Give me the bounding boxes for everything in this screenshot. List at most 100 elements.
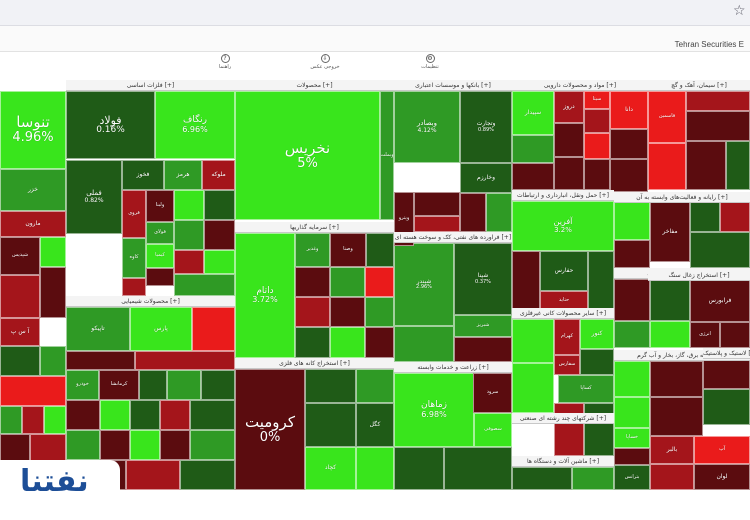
- stock-tile[interactable]: [686, 111, 750, 141]
- help-button[interactable]: ? راهنما: [205, 54, 245, 72]
- stock-tile[interactable]: [135, 351, 235, 370]
- sector-header[interactable]: سایر محصولات کانی غیرفلزی [+]: [512, 308, 614, 319]
- stock-tile[interactable]: [414, 192, 460, 216]
- stock-tile[interactable]: سفارس: [554, 355, 580, 375]
- stock-tile[interactable]: پارس: [130, 307, 192, 351]
- stock-tile[interactable]: نخریس 5%: [235, 91, 380, 220]
- stock-tile[interactable]: [330, 267, 365, 297]
- stock-tile[interactable]: [139, 370, 167, 400]
- sector-header[interactable]: بانکها و موسسات اعتباری [+]: [394, 80, 512, 91]
- stock-tile[interactable]: [650, 397, 703, 436]
- stock-tile[interactable]: فخوز: [122, 160, 164, 190]
- stock-tile[interactable]: [130, 430, 160, 460]
- stock-tile[interactable]: کرمانشا: [99, 370, 139, 400]
- stock-tile[interactable]: [40, 346, 66, 376]
- stock-tile[interactable]: [0, 406, 22, 434]
- sector-header[interactable]: لاستیک و پلاستیک [+]: [703, 348, 750, 359]
- sector-header[interactable]: سیمان، آهک و گچ [+]: [648, 80, 750, 91]
- stock-tile[interactable]: شبندر 2.96%: [394, 243, 454, 326]
- stock-tile[interactable]: [204, 250, 235, 274]
- stock-tile[interactable]: [394, 447, 444, 490]
- stock-tile[interactable]: آپ: [694, 436, 750, 464]
- stock-tile[interactable]: [512, 363, 554, 413]
- stock-tile[interactable]: [614, 240, 650, 268]
- stock-tile[interactable]: [610, 159, 648, 192]
- stock-tile[interactable]: [174, 274, 235, 296]
- star-icon[interactable]: ☆: [733, 3, 746, 19]
- stock-tile[interactable]: بالبر: [650, 436, 694, 464]
- stock-tile[interactable]: سصوفی: [474, 413, 512, 447]
- sector-header[interactable]: فلزات اساسی [+]: [66, 80, 235, 91]
- stock-tile[interactable]: سیتا: [584, 91, 610, 109]
- stock-tile[interactable]: [295, 297, 330, 327]
- sector-header[interactable]: فراورده های نفتی، کک و سوخت هسته ای [+]: [394, 232, 512, 243]
- stock-tile[interactable]: [650, 321, 690, 348]
- stock-tile[interactable]: [22, 406, 44, 434]
- stock-tile[interactable]: [554, 157, 584, 190]
- stock-tile[interactable]: فاسمین: [648, 91, 686, 143]
- stock-tile[interactable]: وغدیر: [295, 233, 330, 267]
- stock-tile[interactable]: تاپیکو: [66, 307, 130, 351]
- stock-tile[interactable]: شبریز: [454, 315, 512, 337]
- stock-tile[interactable]: [66, 400, 100, 430]
- stock-tile[interactable]: [192, 307, 235, 351]
- stock-tile[interactable]: [356, 447, 394, 490]
- stock-tile[interactable]: [66, 351, 135, 370]
- stock-tile[interactable]: [512, 319, 554, 363]
- stock-tile[interactable]: [174, 220, 204, 250]
- stock-tile[interactable]: [40, 237, 66, 267]
- stock-tile[interactable]: [160, 400, 190, 430]
- stock-tile[interactable]: [703, 359, 750, 389]
- stock-tile[interactable]: [486, 193, 512, 232]
- stock-tile[interactable]: [614, 397, 650, 428]
- stock-tile[interactable]: [614, 279, 650, 321]
- stock-tile[interactable]: [614, 321, 650, 348]
- stock-tile[interactable]: خساپا: [614, 428, 650, 448]
- stock-tile[interactable]: [295, 267, 330, 297]
- stock-tile[interactable]: شپدیس: [0, 237, 40, 275]
- stock-tile[interactable]: [554, 403, 584, 456]
- stock-tile[interactable]: وتجارت 0.89%: [460, 91, 512, 163]
- stock-tile[interactable]: [330, 297, 365, 327]
- stock-tile[interactable]: وصنا: [330, 233, 366, 267]
- sector-header[interactable]: رایانه و فعالیت‌های وابسته به آن [+]: [614, 192, 750, 203]
- export-image-button[interactable]: ⇩ خروجی عکس: [305, 54, 345, 72]
- stock-tile[interactable]: سرود: [473, 373, 512, 413]
- stock-tile[interactable]: فرابورس: [690, 280, 750, 322]
- stock-tile[interactable]: [512, 467, 572, 490]
- stock-tile[interactable]: سپیدار: [512, 91, 554, 135]
- stock-tile[interactable]: وخارزم: [460, 163, 512, 193]
- stock-tile[interactable]: [0, 275, 40, 318]
- stock-tile[interactable]: بترانس: [614, 465, 650, 490]
- stock-tile[interactable]: ملوکه: [202, 160, 235, 190]
- sector-header[interactable]: سرمایه گذاریها [+]: [235, 222, 394, 233]
- stock-tile[interactable]: [726, 141, 750, 190]
- stock-tile[interactable]: [588, 251, 614, 311]
- stock-tile[interactable]: تنوسا 4.96%: [0, 91, 66, 169]
- stock-tile[interactable]: لوان: [694, 464, 750, 490]
- stock-tile[interactable]: [40, 267, 66, 318]
- stock-tile[interactable]: [330, 327, 365, 358]
- stock-tile[interactable]: دروز: [554, 91, 584, 123]
- stock-tile[interactable]: [650, 361, 703, 397]
- stock-tile[interactable]: خودرو: [66, 370, 99, 400]
- sector-header[interactable]: استخراج کانه های فلزی [+]: [235, 358, 394, 369]
- stock-tile[interactable]: [365, 267, 394, 297]
- stock-tile[interactable]: [356, 369, 394, 403]
- stock-tile[interactable]: [614, 448, 650, 465]
- stock-tile[interactable]: [180, 460, 235, 490]
- stock-tile[interactable]: [414, 216, 460, 232]
- stock-tile[interactable]: [512, 135, 554, 163]
- stock-tile[interactable]: [66, 430, 100, 460]
- stock-tile[interactable]: [44, 406, 66, 434]
- stock-tile[interactable]: [444, 447, 512, 490]
- stock-tile[interactable]: فولای: [146, 222, 174, 244]
- stock-tile[interactable]: [100, 400, 130, 430]
- stock-tile[interactable]: [365, 297, 394, 327]
- stock-tile[interactable]: کهرام: [554, 319, 580, 355]
- stock-tile[interactable]: [650, 464, 694, 490]
- stock-tile[interactable]: [126, 460, 180, 490]
- sector-header[interactable]: حمل ونقل، انبارداری و ارتباطات [+]: [512, 190, 614, 201]
- stock-tile[interactable]: [174, 190, 204, 220]
- stock-tile[interactable]: خزر: [0, 169, 66, 211]
